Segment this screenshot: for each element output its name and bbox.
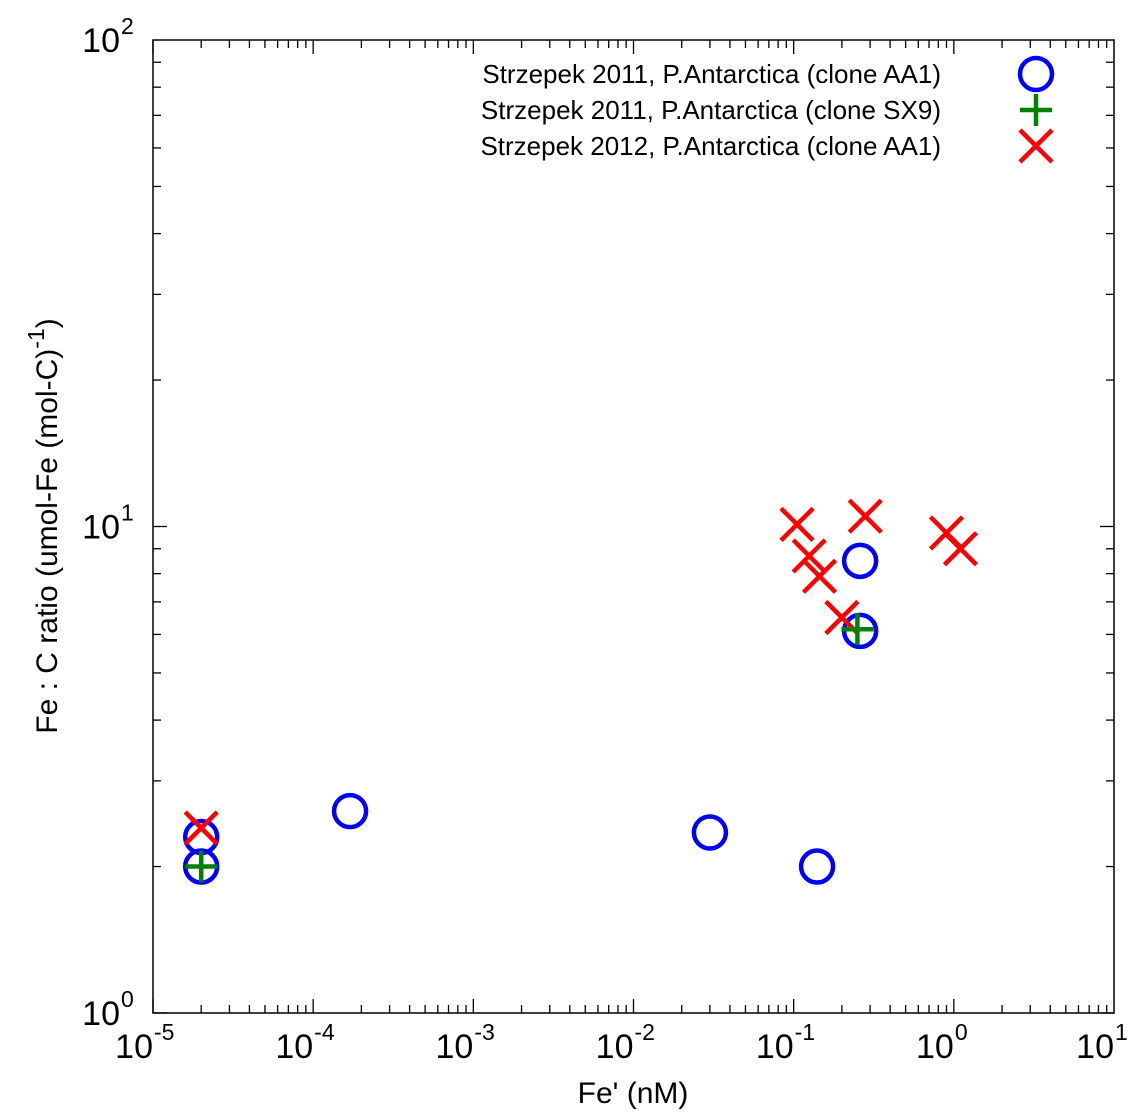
x-tick-labels: 10 -5 10 -4 10 -3 10 -2 10 -1 10 0 10 1 xyxy=(115,1019,1128,1066)
x-stroke xyxy=(801,558,838,594)
x-stroke xyxy=(791,538,827,574)
x-tick-label: 10 -5 xyxy=(115,1019,174,1066)
y-axis-title-exponent: -1 xyxy=(23,328,49,348)
x-tick-label-exponent: -5 xyxy=(154,1019,174,1045)
x-tick-label-base: 10 xyxy=(275,1028,313,1066)
x-tick-label-exponent: -1 xyxy=(795,1019,815,1045)
x-data-point xyxy=(779,506,815,542)
x-data-point xyxy=(942,531,979,567)
y-tick-label-exponent: 0 xyxy=(121,986,134,1012)
x-tick-label-exponent: -4 xyxy=(314,1019,335,1045)
y-tick-label-base: 10 xyxy=(82,22,120,60)
x-stroke xyxy=(942,531,979,567)
x-tick-label-exponent: -2 xyxy=(635,1019,655,1045)
y-axis-title: Fe : C ratio (umol-Fe (mol-C)-1) xyxy=(23,318,64,734)
x-tick-label-base: 10 xyxy=(1076,1028,1114,1066)
x-stroke xyxy=(847,498,883,534)
x-stroke xyxy=(779,506,815,542)
x-stroke xyxy=(183,810,219,846)
x-data-point xyxy=(801,558,838,594)
x-tick-label-exponent: 0 xyxy=(955,1019,968,1045)
legend-x-marker xyxy=(1018,128,1054,164)
circle-data-point xyxy=(841,542,879,580)
data-points xyxy=(182,498,979,885)
x-tick-label-base: 10 xyxy=(115,1028,153,1066)
plot-frame xyxy=(152,39,1115,1014)
x-data-point xyxy=(183,810,219,846)
circle-data-point xyxy=(331,792,369,830)
legend-item: Strzepek 2012, P.Antarctica (clone AA1) xyxy=(480,128,1054,164)
y-tick-label-base: 10 xyxy=(82,995,120,1033)
legend-label: Strzepek 2012, P.Antarctica (clone AA1) xyxy=(480,131,941,161)
x-axis-title: Fe' (nM) xyxy=(578,1077,689,1110)
x-tick-label-base: 10 xyxy=(596,1028,634,1066)
x-tick-label: 10 -1 xyxy=(756,1019,815,1066)
x-stroke xyxy=(1018,128,1054,164)
y-tick-label-exponent: 1 xyxy=(121,500,134,526)
y-axis-title-close: ) xyxy=(31,318,64,328)
y-tick-label: 10 2 xyxy=(82,13,134,60)
x-stroke xyxy=(824,599,860,636)
legend-label: Strzepek 2011, P.Antarctica (clone AA1) xyxy=(482,59,941,89)
legend-circle-marker xyxy=(1017,55,1055,93)
x-data-point xyxy=(791,538,827,574)
x-tick-label: 10 1 xyxy=(1076,1019,1128,1066)
axis-ticks xyxy=(152,40,1114,1014)
circle-data-point xyxy=(691,814,729,851)
legend-label: Strzepek 2011, P.Antarctica (clone SX9) xyxy=(481,95,941,125)
y-axis-title-main: Fe : C ratio (umol-Fe (mol-C) xyxy=(31,349,64,734)
x-tick-label: 10 0 xyxy=(916,1019,968,1066)
y-tick-label-base: 10 xyxy=(82,509,120,547)
x-tick-label: 10 -3 xyxy=(436,1019,495,1066)
x-tick-label: 10 -4 xyxy=(275,1019,334,1066)
x-tick-label-exponent: 1 xyxy=(1115,1019,1128,1045)
y-tick-label: 10 1 xyxy=(82,500,134,547)
legend-plus-marker xyxy=(1020,94,1052,126)
x-tick-label-base: 10 xyxy=(436,1028,474,1066)
x-tick-label: 10 -2 xyxy=(596,1019,655,1066)
legend-item: Strzepek 2011, P.Antarctica (clone AA1) xyxy=(482,55,1055,93)
x-data-point xyxy=(847,498,883,534)
legend-item: Strzepek 2011, P.Antarctica (clone SX9) xyxy=(481,94,1052,126)
x-tick-label-base: 10 xyxy=(756,1028,794,1066)
y-tick-label: 10 0 xyxy=(82,986,134,1033)
plus-data-point xyxy=(841,613,874,646)
x-tick-label-exponent: -3 xyxy=(474,1019,494,1045)
y-tick-label-exponent: 2 xyxy=(121,13,134,39)
legend: Strzepek 2011, P.Antarctica (clone AA1) S… xyxy=(480,55,1055,164)
circle-data-point xyxy=(798,848,836,885)
plus-data-point xyxy=(185,850,218,883)
x-tick-label-base: 10 xyxy=(916,1028,954,1066)
